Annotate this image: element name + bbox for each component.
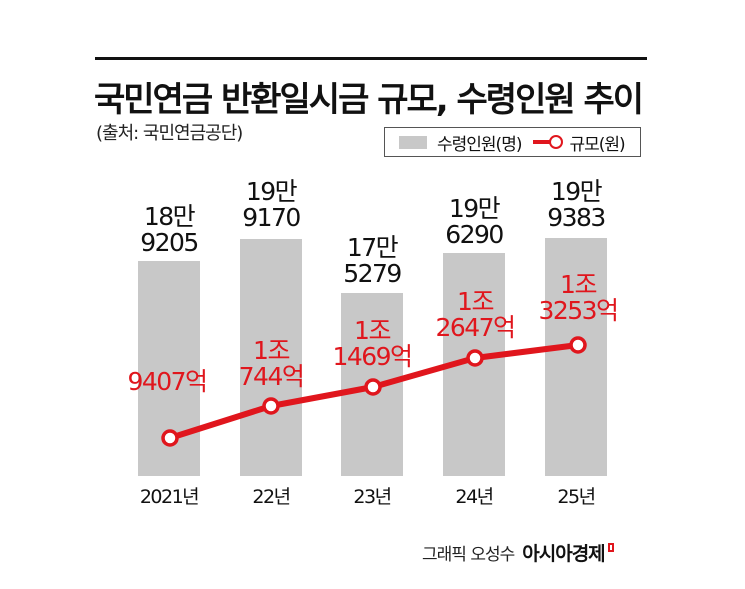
x-axis-label: 2021년 bbox=[139, 486, 200, 508]
bar-value-label: 19만 9170 bbox=[242, 177, 301, 232]
line-point-icon bbox=[262, 397, 280, 415]
legend-bar-label: 수령인원(명) bbox=[437, 134, 522, 155]
line-value-label: 1조 2647억 bbox=[435, 287, 516, 342]
bar-value-label: 18만 9205 bbox=[140, 202, 199, 257]
bar-2025 bbox=[545, 238, 607, 476]
line-point-icon bbox=[161, 429, 179, 447]
publisher-mark-icon bbox=[607, 543, 614, 552]
line-value-label: 1조 1469억 bbox=[332, 316, 413, 371]
title-rule bbox=[95, 57, 647, 60]
line-point-icon bbox=[569, 336, 587, 354]
publisher-logo: 아시아경제 bbox=[522, 543, 605, 565]
bar-value-label: 19만 6290 bbox=[445, 194, 504, 249]
source-note: (출처: 국민연금공단) bbox=[96, 123, 243, 144]
line-value-label: 1조 3253억 bbox=[538, 270, 619, 325]
line-point-icon bbox=[466, 349, 484, 367]
graphic-credit: 그래픽 오성수 bbox=[422, 545, 515, 565]
credit: 그래픽 오성수 아시아경제 bbox=[422, 539, 614, 566]
bar-swatch-icon bbox=[399, 135, 427, 149]
x-axis-label: 23년 bbox=[353, 486, 392, 508]
bar-value-label: 17만 5279 bbox=[343, 233, 402, 288]
x-axis-label: 25년 bbox=[557, 486, 596, 508]
x-axis-label: 24년 bbox=[455, 486, 494, 508]
line-value-label: 9407억 bbox=[127, 367, 208, 396]
bar-2022 bbox=[240, 239, 302, 476]
line-point-icon bbox=[364, 378, 382, 396]
legend: 수령인원(명) 규모(원) bbox=[384, 127, 641, 157]
line-marker-icon bbox=[533, 135, 564, 149]
line-value-label: 1조 744억 bbox=[238, 336, 305, 391]
x-axis-label: 22년 bbox=[252, 486, 291, 508]
chart-title: 국민연금 반환일시금 규모, 수령인원 추이 bbox=[94, 80, 644, 120]
bar-value-label: 19만 9383 bbox=[547, 177, 606, 232]
legend-line-label: 규모(원) bbox=[569, 134, 625, 155]
